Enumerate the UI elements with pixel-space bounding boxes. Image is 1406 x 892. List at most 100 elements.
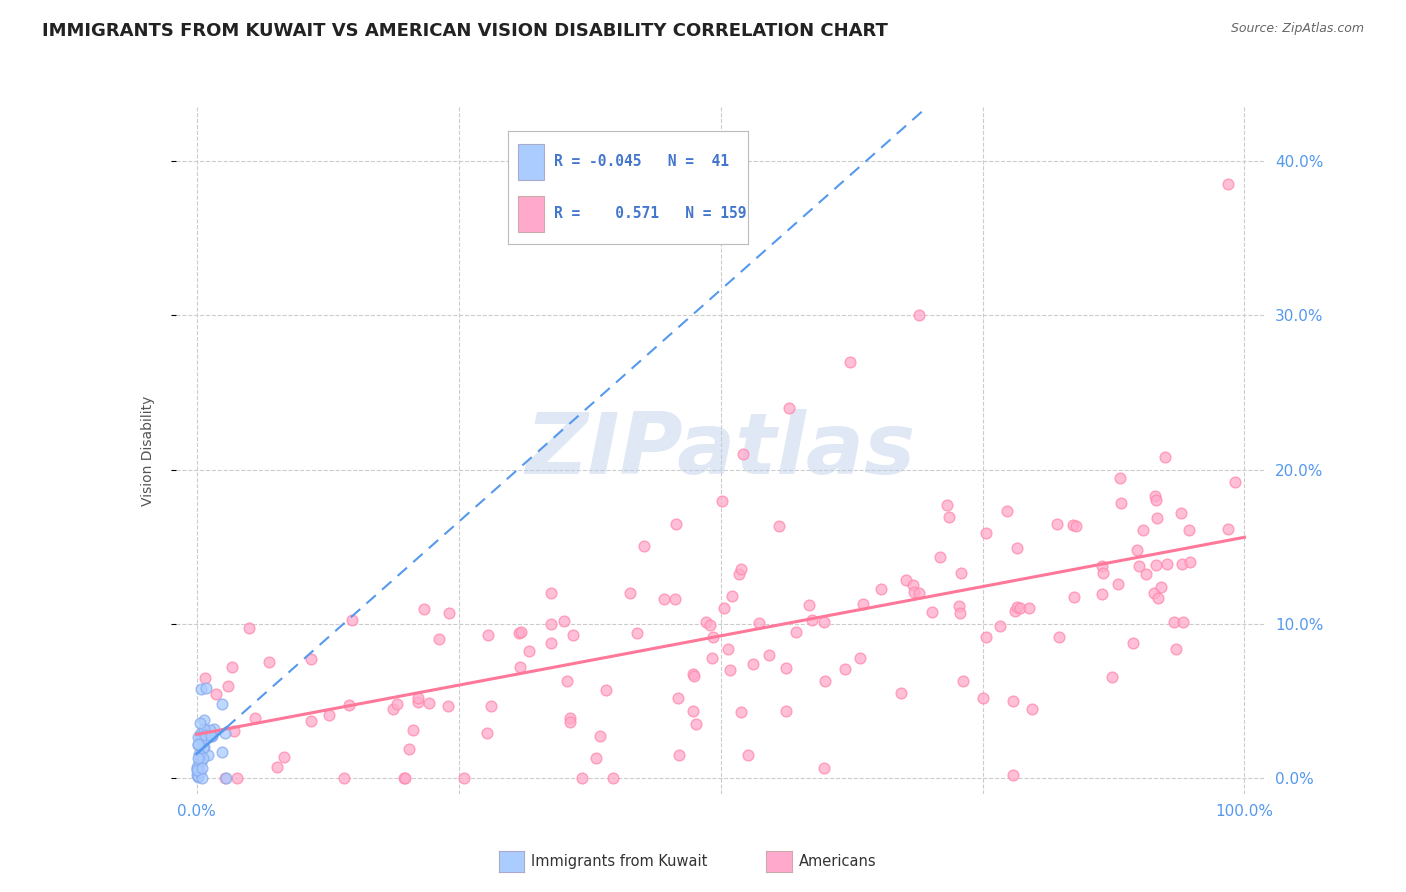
Point (202, 722, 225, 736)
Point (1223, 475, 1246, 489)
Point (259, 656, 281, 670)
Point (908, 309, 931, 323)
Point (695, 615, 717, 630)
Point (778, 401, 800, 415)
Point (540, 636, 562, 650)
Point (226, 772, 249, 786)
Point (479, 699, 502, 714)
Point (741, 657, 763, 671)
Point (1164, 641, 1187, 656)
Point (340, 613, 363, 627)
Point (187, 767, 209, 781)
Point (775, 661, 797, 675)
Point (186, 760, 208, 774)
Point (540, 586, 562, 600)
Point (988, 619, 1011, 633)
Point (238, 621, 260, 635)
Point (193, 728, 215, 742)
Point (1062, 518, 1084, 533)
Point (453, 772, 475, 786)
Point (737, 748, 759, 763)
Point (1144, 493, 1167, 508)
Point (595, 683, 617, 698)
Point (938, 509, 960, 524)
Point (903, 585, 925, 599)
Point (1091, 559, 1114, 574)
Point (1132, 523, 1154, 537)
Point (1018, 601, 1040, 615)
Point (1063, 590, 1085, 604)
Point (273, 749, 295, 764)
Point (1154, 450, 1177, 465)
Point (1144, 489, 1167, 503)
Point (394, 772, 416, 786)
Point (1007, 599, 1029, 614)
Point (921, 606, 943, 620)
Point (561, 628, 583, 642)
Point (683, 668, 706, 682)
Text: Americans: Americans (799, 855, 876, 869)
Point (519, 644, 541, 658)
Point (266, 760, 288, 774)
Point (187, 760, 209, 774)
Point (194, 671, 217, 685)
Point (948, 599, 970, 613)
Point (1005, 541, 1028, 555)
Point (1049, 630, 1071, 644)
Point (211, 698, 233, 712)
Point (997, 504, 1019, 518)
Point (193, 713, 215, 727)
Point (721, 589, 744, 603)
Point (633, 539, 655, 553)
Point (1150, 581, 1173, 595)
Point (214, 772, 236, 786)
Point (948, 606, 970, 620)
Point (1107, 577, 1129, 591)
Point (711, 493, 734, 508)
Point (585, 750, 607, 764)
Point (221, 660, 243, 674)
Point (477, 628, 499, 642)
Point (758, 648, 780, 662)
Point (908, 585, 931, 599)
Point (187, 730, 209, 744)
Point (299, 714, 322, 728)
Point (903, 578, 925, 592)
Point (191, 772, 214, 786)
Point (394, 772, 416, 786)
Point (785, 625, 807, 640)
Point (187, 754, 209, 768)
Point (1126, 543, 1149, 558)
Point (1171, 615, 1194, 629)
Point (215, 772, 238, 786)
Point (682, 667, 704, 681)
Point (685, 717, 707, 731)
Point (186, 768, 208, 782)
Point (894, 573, 917, 587)
Point (928, 549, 950, 564)
Point (1004, 603, 1026, 617)
Point (974, 630, 997, 644)
Point (190, 732, 212, 747)
Point (299, 651, 322, 665)
Point (418, 696, 440, 710)
Point (195, 727, 218, 741)
Point (187, 738, 209, 752)
Point (728, 566, 751, 581)
Point (188, 747, 211, 762)
Point (222, 724, 245, 739)
Text: ZIPatlas: ZIPatlas (526, 409, 915, 492)
Point (187, 747, 209, 761)
Point (555, 673, 578, 688)
Point (437, 607, 460, 621)
Point (1156, 558, 1178, 572)
Point (935, 498, 957, 512)
Point (188, 764, 211, 779)
Point (1001, 768, 1024, 782)
Point (1216, 178, 1239, 192)
Point (890, 686, 912, 700)
Point (243, 711, 266, 725)
Point (211, 745, 233, 759)
Point (197, 747, 219, 762)
Point (475, 726, 498, 740)
